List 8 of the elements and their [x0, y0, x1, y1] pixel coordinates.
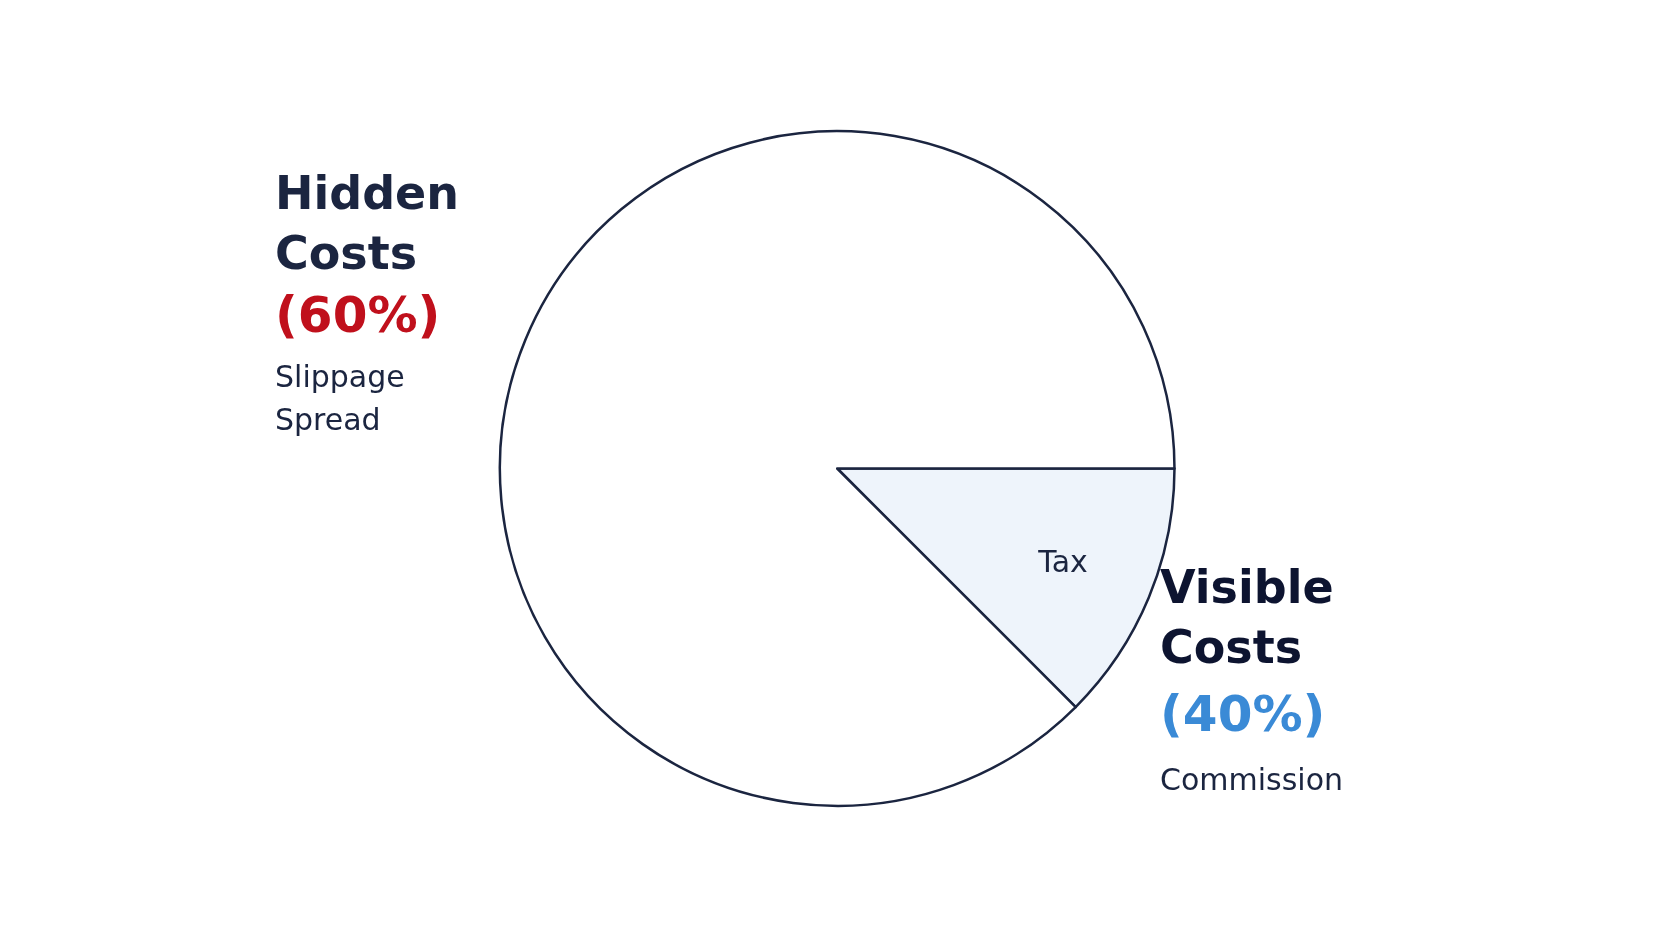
text: Visible Costs	[1160, 560, 1334, 674]
text: Hidden Costs	[275, 166, 460, 280]
text: (60%)	[275, 286, 441, 344]
text: Commission	[1160, 762, 1344, 797]
slice-label: Tax	[1037, 544, 1088, 580]
text: (40%)	[1160, 685, 1326, 743]
text: Spread	[275, 402, 381, 437]
text: Slippage	[275, 359, 405, 394]
